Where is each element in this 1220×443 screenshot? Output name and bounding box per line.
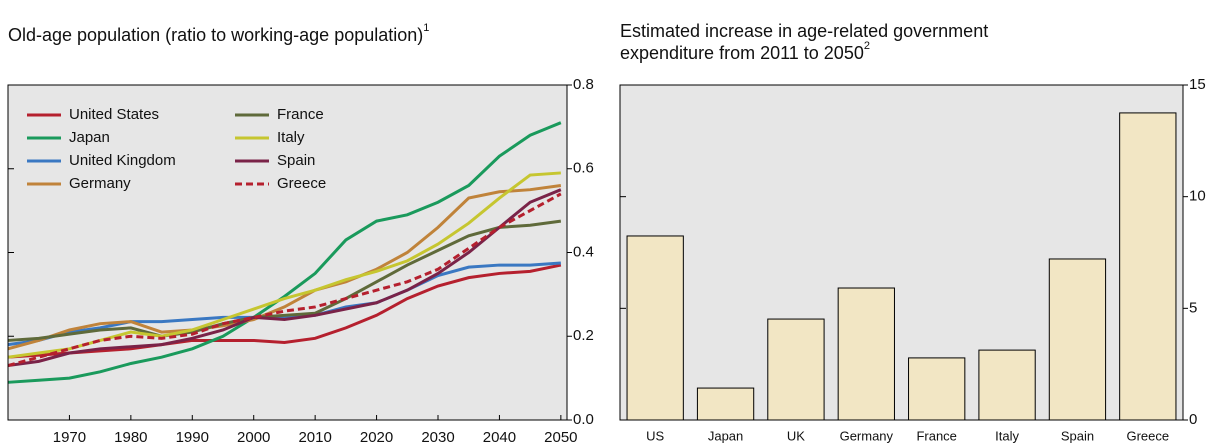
series-line: [7, 171, 561, 359]
chart-title: Estimated increase in age-related govern…: [620, 21, 988, 41]
bar: [908, 357, 966, 421]
legend-label: United States: [69, 106, 159, 123]
series-line: [7, 184, 562, 351]
x-tick-label: 1980: [114, 429, 147, 443]
series-line: [7, 121, 562, 384]
bar: [978, 349, 1036, 421]
series-line: [7, 219, 562, 342]
x-tick-label: 2020: [360, 429, 393, 443]
x-tick-label: 1990: [176, 429, 209, 443]
x-tick-label: 2050: [544, 429, 577, 443]
legend-label: Spain: [277, 152, 315, 169]
legend-label: France: [277, 106, 324, 123]
bar: [696, 387, 755, 421]
y-tick-label: 0.8: [573, 76, 594, 93]
title-text: expenditure from 2011 to 2050: [620, 43, 864, 63]
title-note: 1: [423, 22, 429, 34]
x-tick-label: Greece: [1126, 428, 1169, 443]
y-tick-label: 0.0: [573, 411, 594, 428]
x-tick-label: France: [916, 428, 956, 443]
y-tick-label: 0: [1189, 411, 1197, 428]
plot-border: [7, 84, 568, 421]
legend-label: Italy: [277, 129, 305, 146]
chart-title: Old-age population (ratio to working-age…: [8, 22, 429, 45]
x-tick-label: Japan: [708, 428, 743, 443]
x-tick-label: 2000: [237, 429, 270, 443]
legend-label: Germany: [69, 175, 131, 192]
x-tick-label: 2040: [483, 429, 516, 443]
x-tick-label: US: [646, 428, 664, 443]
x-tick-label: Italy: [995, 428, 1019, 443]
bar: [837, 287, 895, 421]
title-text: Old-age population (ratio to working-age…: [8, 25, 423, 45]
bar: [767, 318, 825, 421]
y-tick-label: 0.2: [573, 327, 594, 344]
y-tick-label: 10: [1189, 188, 1206, 205]
series-line: [7, 188, 562, 368]
y-tick-label: 5: [1189, 299, 1197, 316]
y-tick-label: 0.4: [573, 243, 594, 260]
title-note: 2: [864, 40, 870, 52]
x-tick-label: 2010: [298, 429, 331, 443]
plot-background: [8, 85, 567, 420]
bar: [1048, 258, 1107, 421]
x-tick-label: 1970: [53, 429, 86, 443]
series-line: [7, 263, 562, 359]
x-tick-label: Germany: [840, 428, 894, 443]
x-tick-label: 2030: [421, 429, 454, 443]
y-tick-label: 0.6: [573, 160, 594, 177]
chart-title: expenditure from 2011 to 20502: [620, 40, 870, 63]
y-tick-label: 15: [1189, 76, 1206, 93]
legend-label: Japan: [69, 129, 110, 146]
legend-label: United Kingdom: [69, 152, 176, 169]
plot-border: [619, 84, 1184, 421]
bar: [626, 235, 684, 421]
legend-label: Greece: [277, 175, 326, 192]
x-tick-label: UK: [787, 428, 805, 443]
series-line: [7, 261, 561, 347]
bar: [1119, 112, 1177, 421]
x-tick-label: Spain: [1061, 428, 1094, 443]
